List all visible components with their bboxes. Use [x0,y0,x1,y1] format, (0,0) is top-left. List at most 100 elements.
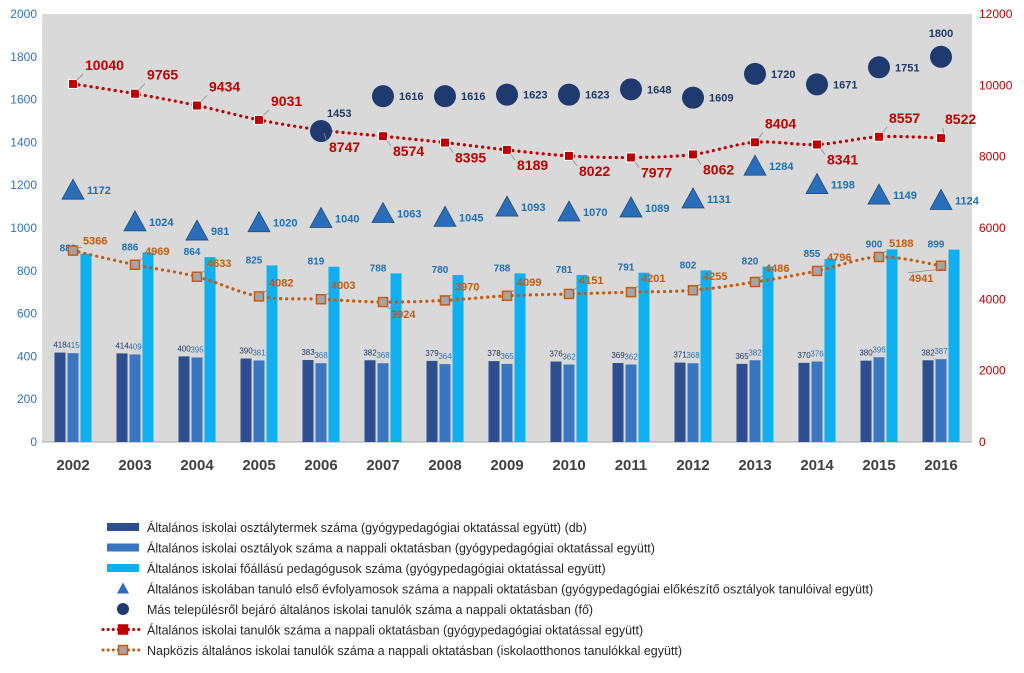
bar-data-label: 380 [859,349,873,358]
bar-data-label: 364 [438,352,452,361]
line-marker [687,284,699,296]
leader-line [757,274,765,280]
x-tick-label: 2011 [615,457,648,474]
legend-label: Általános iskolában tanuló első évfolyam… [147,582,873,597]
bar-data-label: 886 [122,242,139,253]
bar-data-label: 791 [618,263,635,274]
bar [736,363,748,442]
triangle-marker [61,178,85,200]
line-data-label: 7977 [641,164,672,180]
bar-data-label: 368 [314,351,328,360]
bar-data-label: 368 [376,351,390,360]
bar-data-label: 900 [866,239,883,250]
circle-data-label: 1623 [523,90,547,102]
legend-swatch [117,624,129,635]
line-marker [688,149,698,160]
leader-line [695,282,703,288]
bar [377,363,389,442]
leader-line [571,286,579,292]
line-marker [377,296,389,308]
line-data-label: 4099 [517,277,541,289]
leader-line [385,138,392,147]
triangle-data-label: 1093 [521,202,545,214]
legend-label: Általános iskolai osztálytermek száma (g… [147,520,587,535]
bar [625,364,637,442]
y-right-tick-label: 2000 [979,364,1006,378]
bar-data-label: 819 [308,257,325,268]
bar-data-label: 899 [928,240,945,251]
line-data-label: 8522 [945,111,976,127]
bar [824,259,836,442]
x-tick-label: 2006 [304,457,337,474]
bar-data-label: 378 [487,349,501,358]
legend-swatch [117,603,129,615]
line-marker [439,295,451,306]
legend-swatch [107,564,139,572]
leader-line [199,95,208,103]
x-tick-label: 2008 [428,457,461,474]
x-tick-label: 2012 [676,457,709,474]
line-marker [192,100,202,111]
bar-data-label: 382 [363,348,377,357]
leader-line [695,157,702,165]
bar [204,257,216,442]
triangle-data-label: 1020 [273,218,297,230]
bar-data-label: 418 [53,341,67,350]
triangle-marker [247,210,271,233]
line-data-label: 4796 [827,252,851,264]
x-tick-label: 2015 [862,457,895,474]
circle-data-label: 1453 [327,108,351,120]
circle-data-label: 1648 [647,84,671,96]
y-right-tick-label: 0 [979,435,986,449]
bar-data-label: 369 [611,351,625,360]
bar-data-label: 396 [872,345,886,354]
triangle-marker [619,196,643,218]
legend-swatch [107,523,139,531]
bar-data-label: 382 [748,348,762,357]
bar [67,353,79,442]
bar [873,357,885,442]
bar-data-label: 368 [686,351,700,360]
line-marker [130,88,140,99]
leader-line [261,109,270,118]
line-data-label: 4082 [269,277,293,289]
triangle-data-label: 1045 [459,212,483,224]
circle-data-label: 1671 [833,79,857,91]
x-tick-label: 2016 [924,457,957,474]
triangle-data-label: 1149 [893,190,917,202]
y-left-tick-label: 1400 [10,135,37,149]
bar [762,266,774,442]
x-tick-label: 2004 [180,457,214,474]
leader-line [385,304,391,310]
x-tick-label: 2009 [490,457,523,474]
bar [638,272,650,442]
line-data-label: 4003 [331,280,355,292]
bar-data-label: 415 [66,341,80,350]
x-tick-label: 2010 [552,457,585,474]
bar [302,360,314,442]
line-data-label: 4486 [765,263,789,275]
line-data-label: 8395 [455,150,486,166]
leader-line [509,152,516,161]
line-marker [749,276,761,288]
y-left-tick-label: 2000 [10,7,37,21]
circle-marker [930,45,952,68]
line-marker [873,251,885,263]
line-marker [68,78,78,89]
circle-data-label: 1616 [461,91,485,103]
bar [674,362,686,442]
bar-data-label: 371 [673,351,687,360]
circle-marker [868,56,890,79]
leader-line [137,257,145,263]
line-marker [626,152,636,163]
bar-data-label: 381 [252,348,266,357]
bar [54,352,66,442]
bar [80,253,92,442]
line-data-label: 5188 [889,238,913,250]
line-data-label: 3924 [391,309,416,321]
triangle-marker [557,200,581,222]
bar-data-label: 781 [556,265,573,276]
line-data-label: 3970 [455,281,479,293]
y-right-tick-label: 4000 [979,292,1006,306]
circle-data-label: 1609 [709,93,733,105]
